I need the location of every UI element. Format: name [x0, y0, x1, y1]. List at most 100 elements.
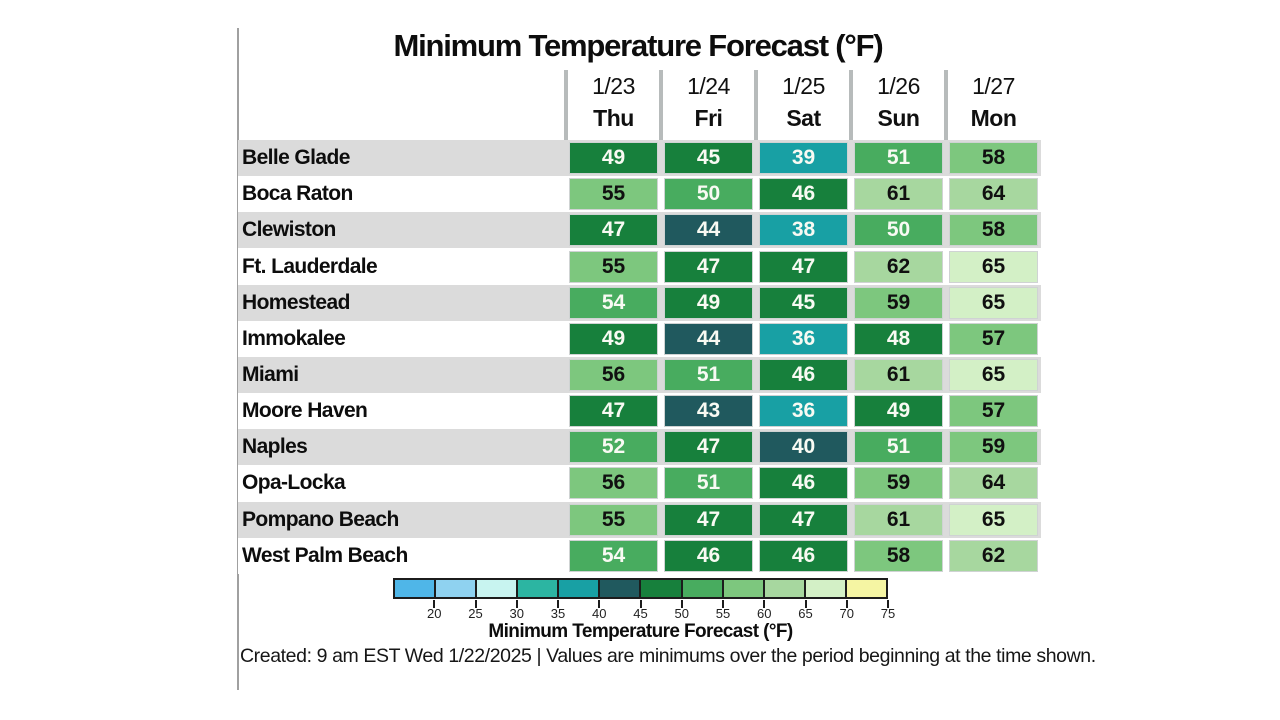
temp-cell-slot: 64: [946, 178, 1041, 211]
colorbar-tick: [474, 600, 477, 608]
column-header-fri: 1/24 Fri: [661, 72, 756, 138]
temp-cell: 48: [854, 322, 943, 355]
temp-cell: 36: [759, 322, 848, 355]
city-row: Opa-Locka 56 51 46 59 64: [238, 465, 1041, 502]
colorbar-tick-label: 55: [715, 606, 731, 621]
city-row: West Palm Beach 54 46 46 58 62: [238, 537, 1041, 574]
city-label: Opa-Locka: [242, 471, 346, 495]
colorbar-tick: [763, 600, 766, 608]
temp-cell-slot: 44: [661, 322, 756, 355]
colorbar-tick: [680, 600, 683, 608]
temp-cell-slot: 56: [566, 359, 661, 392]
temp-cell-slot: 36: [756, 322, 851, 355]
city-label: Boca Raton: [242, 182, 353, 206]
temp-cell-slot: 61: [851, 359, 946, 392]
temp-cell: 62: [949, 539, 1038, 572]
page-title: Minimum Temperature Forecast (°F): [393, 28, 884, 63]
city-label: Moore Haven: [242, 399, 368, 423]
temp-cell-slot: 50: [851, 214, 946, 247]
temp-cell: 47: [569, 214, 658, 247]
temp-cell-slot: 46: [756, 467, 851, 500]
temp-cell-slot: 65: [946, 503, 1041, 536]
date-label: 1/25: [782, 73, 825, 99]
colorbar-tick: [639, 600, 642, 608]
temp-cell: 65: [949, 503, 1038, 536]
temp-cell: 55: [569, 503, 658, 536]
colorbar-tick: [845, 600, 848, 608]
temp-cell-slot: 54: [566, 286, 661, 319]
colorbar-tick-label: 30: [509, 606, 524, 621]
temp-cell: 54: [569, 539, 658, 572]
colorbar-segment: [805, 580, 847, 597]
colorbar-segment: [764, 580, 806, 597]
temp-cell: 58: [854, 539, 943, 572]
temp-cell-slot: 55: [566, 503, 661, 536]
colorbar-segment: [846, 580, 886, 597]
temp-cell-slot: 59: [851, 286, 946, 319]
colorbar-tick-label: 40: [592, 606, 607, 621]
temp-cell-slot: 44: [661, 214, 756, 247]
temp-cell: 61: [854, 503, 943, 536]
temp-cell: 59: [854, 286, 943, 319]
temp-cell: 45: [664, 142, 753, 175]
temp-cell-slot: 55: [566, 250, 661, 283]
city-row: Moore Haven 47 43 36 49 57: [238, 393, 1041, 430]
temp-cell: 62: [854, 250, 943, 283]
colorbar-segment: [518, 580, 560, 597]
temp-cell: 51: [664, 359, 753, 392]
colorbar-tick: [722, 600, 724, 608]
temp-cell: 47: [569, 395, 658, 428]
temp-cell-slot: 47: [661, 431, 756, 464]
temp-cell-slot: 49: [566, 142, 661, 175]
temp-cell: 50: [664, 178, 753, 211]
column-header-mon: 1/27 Mon: [946, 72, 1041, 138]
colorbar-segment: [436, 580, 478, 597]
temp-cell-slot: 55: [566, 178, 661, 211]
city-row: Clewiston 47 44 38 50 58: [238, 212, 1041, 249]
temp-cell-slot: 58: [851, 539, 946, 572]
colorbar-tick-label: 20: [427, 606, 442, 621]
colorbar-tick: [515, 600, 518, 608]
temp-cell-slot: 50: [661, 178, 756, 211]
temp-cell: 43: [664, 395, 753, 428]
temp-cell-slot: 47: [661, 250, 756, 283]
temp-cell: 64: [949, 178, 1038, 211]
temp-cell: 51: [664, 467, 753, 500]
temp-cell-slot: 40: [756, 431, 851, 464]
temp-cell: 47: [759, 250, 848, 283]
temp-cell-slot: 45: [756, 286, 851, 319]
temp-cell: 51: [854, 431, 943, 464]
temp-cell: 44: [664, 214, 753, 247]
city-row: Belle Glade 49 45 39 51 58: [238, 140, 1041, 177]
temp-cell-slot: 36: [756, 395, 851, 428]
temp-cell-slot: 61: [851, 178, 946, 211]
colorbar-segment: [723, 580, 765, 597]
city-label: Naples: [242, 435, 308, 459]
temp-cell: 44: [664, 322, 753, 355]
temp-cell-slot: 65: [946, 286, 1041, 319]
temp-cell: 39: [759, 142, 848, 175]
temp-cell-slot: 46: [756, 539, 851, 572]
day-label: Sat: [786, 104, 821, 131]
temp-cell: 49: [569, 322, 658, 355]
temp-cell-slot: 38: [756, 214, 851, 247]
temp-cell: 49: [854, 395, 943, 428]
temp-cell: 54: [569, 286, 658, 319]
colorbar-tick: [433, 600, 436, 608]
temp-cell-slot: 46: [756, 359, 851, 392]
temp-cell: 50: [854, 214, 943, 247]
city-row: Naples 52 47 40 51 59: [238, 429, 1041, 466]
temp-cell-slot: 52: [566, 431, 661, 464]
temp-cell-slot: 49: [566, 322, 661, 355]
temp-cell: 59: [949, 431, 1038, 464]
temp-cell-slot: 46: [756, 178, 851, 211]
city-row: Boca Raton 55 50 46 61 64: [238, 176, 1041, 213]
column-header-thu: 1/23 Thu: [566, 72, 661, 138]
temp-cell-slot: 48: [851, 322, 946, 355]
temp-cell: 52: [569, 431, 658, 464]
temp-cell: 46: [664, 539, 753, 572]
day-label: Sun: [877, 104, 920, 131]
city-label: Homestead: [242, 290, 350, 314]
temp-cell-slot: 39: [756, 142, 851, 175]
temp-cell-slot: 46: [661, 539, 756, 572]
